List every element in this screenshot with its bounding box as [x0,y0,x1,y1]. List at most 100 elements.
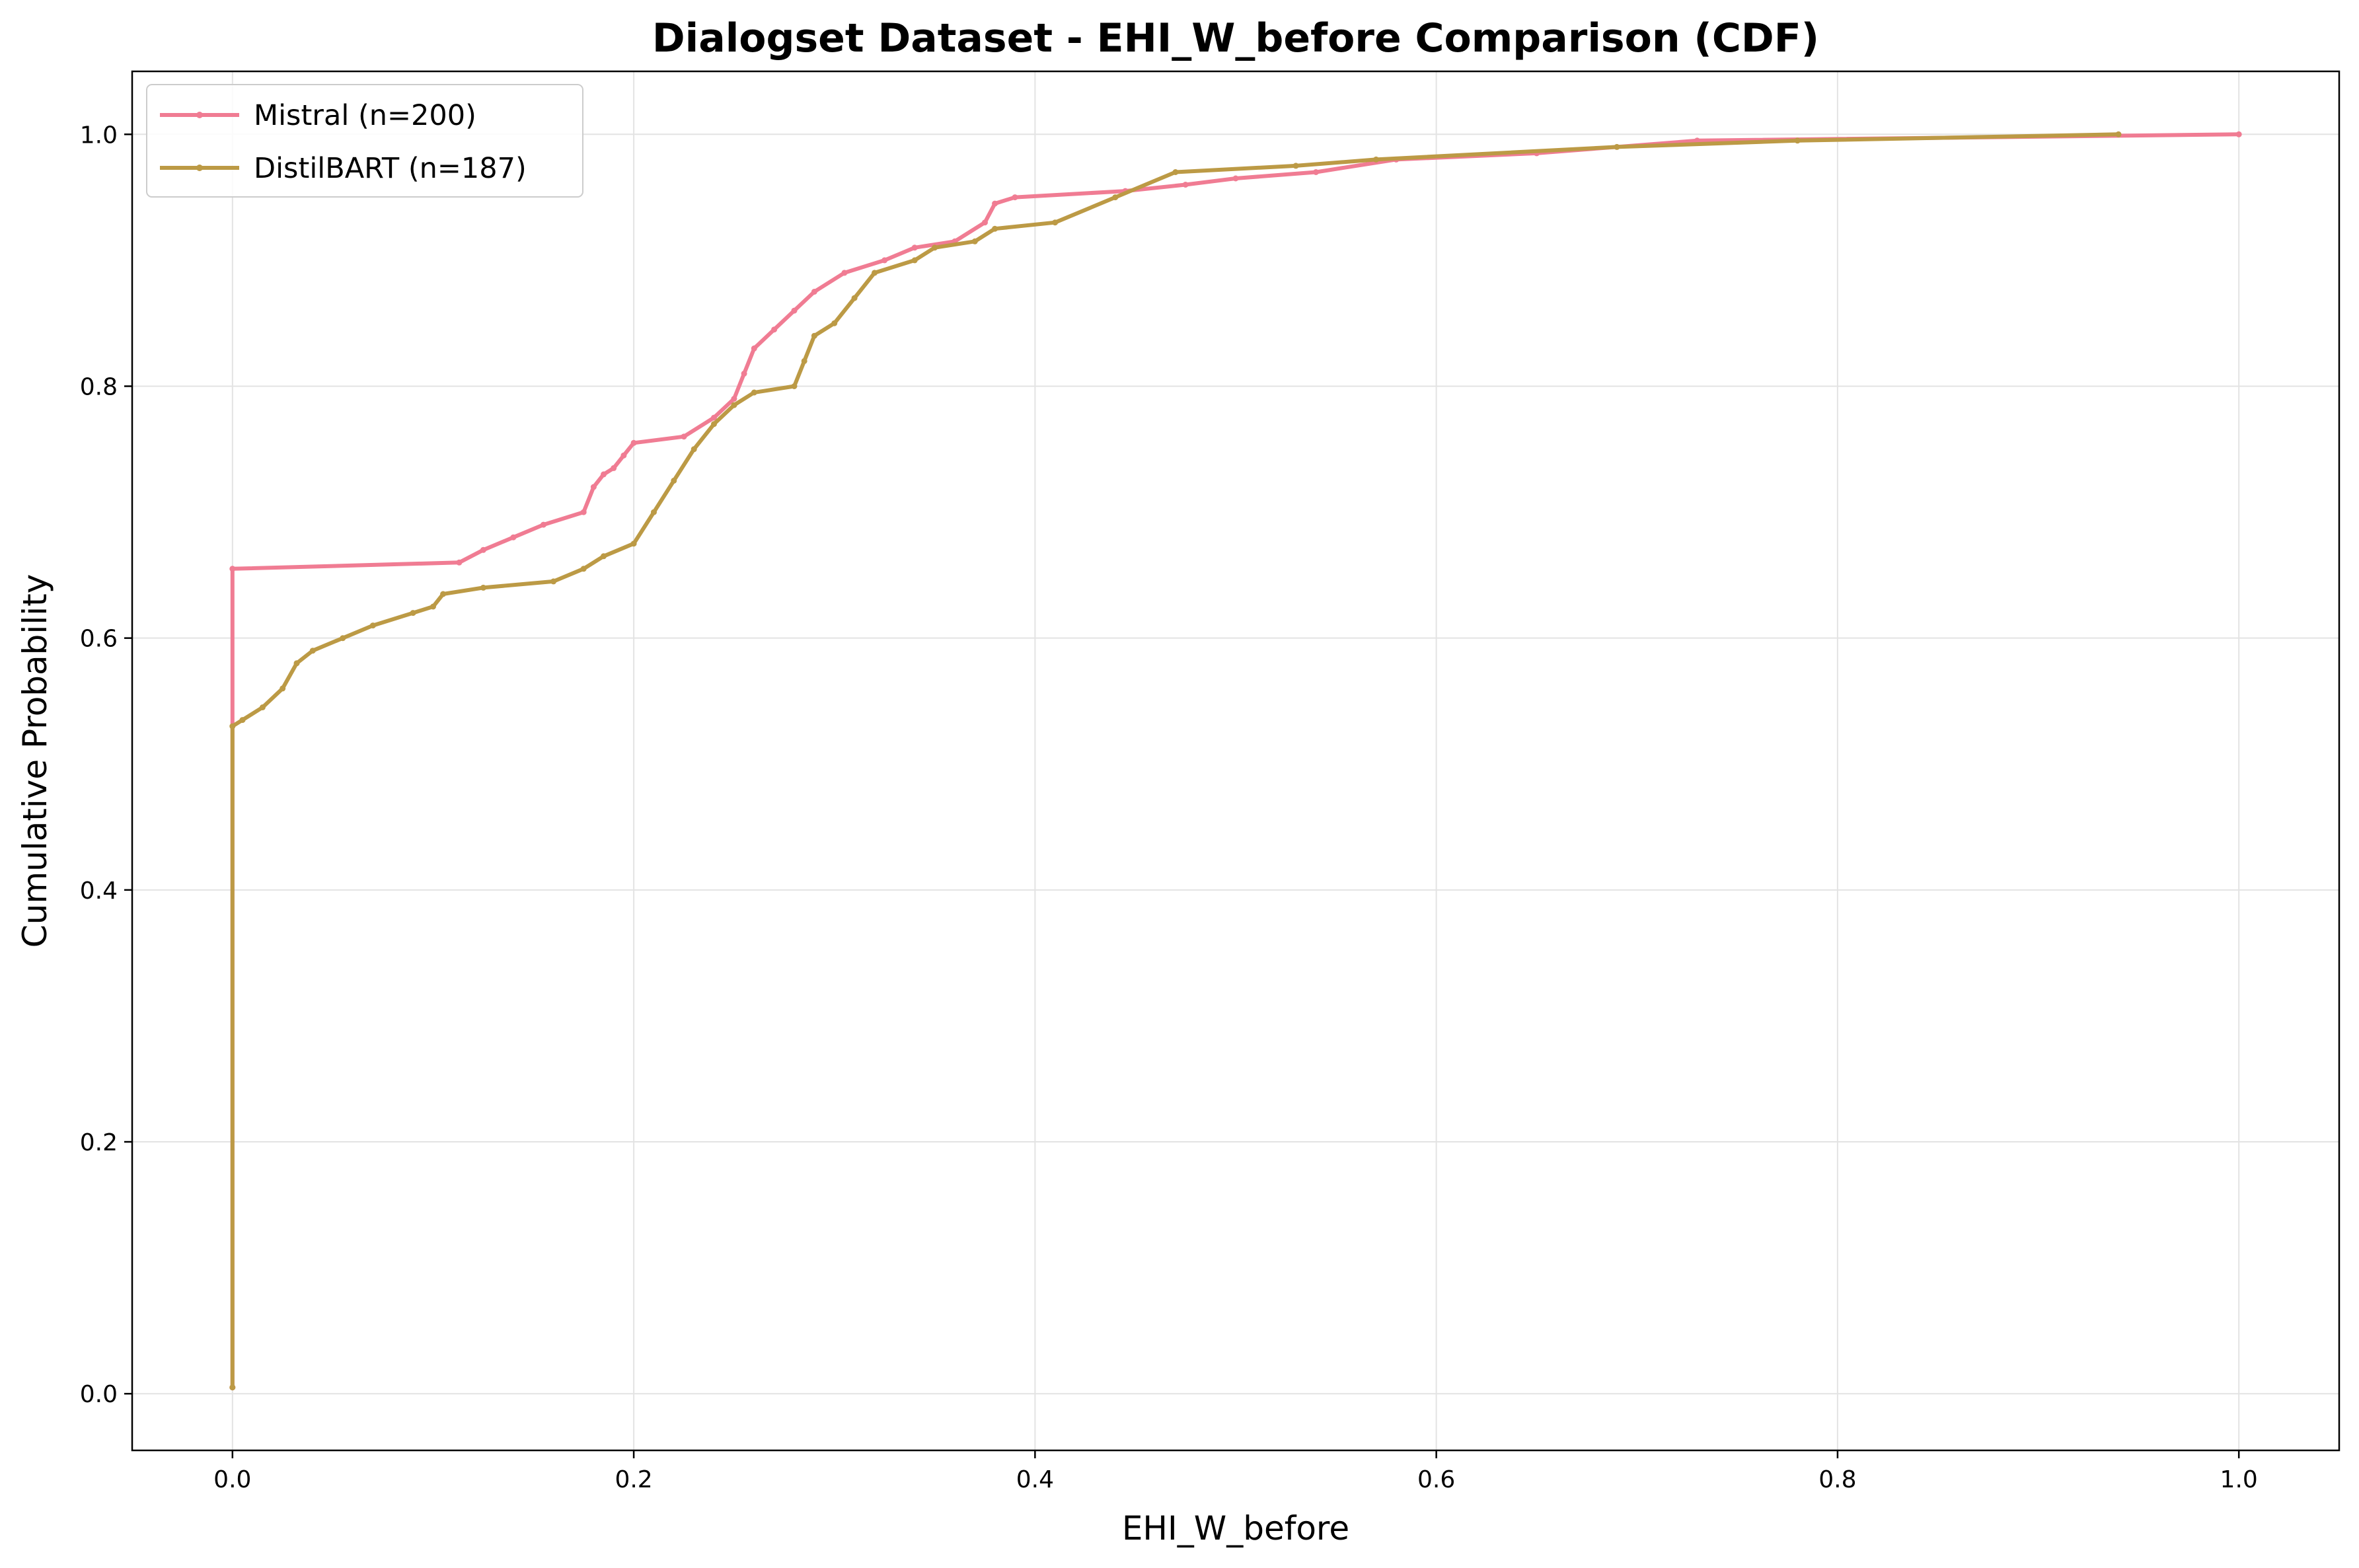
y-tick-label: 0.8 [80,373,118,400]
data-point [2235,131,2242,137]
data-point [731,396,737,402]
data-point [480,584,486,591]
y-tick-label: 0.2 [80,1129,118,1156]
series-line [230,132,2239,1388]
data-point [751,345,757,352]
x-tick-label: 1.0 [2220,1466,2258,1493]
data-point [601,471,607,478]
x-tick-label: 0.8 [1818,1466,1856,1493]
data-point [580,566,587,572]
legend-entry: Mistral (n=200) [254,99,476,132]
y-tick-label: 1.0 [80,122,118,149]
y-tick-label: 0.6 [80,626,118,653]
data-point [229,566,236,572]
data-point [681,433,687,440]
data-point [982,219,988,226]
data-point [992,225,998,232]
data-point [1232,175,1239,182]
plot-frame [131,70,2340,1452]
data-point [881,257,888,264]
data-point [611,465,617,471]
chart-title: Dialogset Dataset - EHI_W_before Compari… [652,15,1819,61]
x-tick-label: 0.6 [1417,1466,1455,1493]
x-tick-label: 0.2 [615,1466,652,1493]
x-tick-label: 0.4 [1016,1466,1054,1493]
data-point [229,1384,236,1391]
data-point [510,534,517,541]
data-point [971,238,978,244]
data-point [480,546,486,553]
data-point [1292,163,1299,169]
series-mistral [229,131,2242,1391]
data-point [801,357,807,364]
y-tick-label: 0.4 [80,877,118,905]
data-point [630,439,637,446]
data-point [293,660,300,667]
data-point [369,622,376,629]
legend-marker [196,112,203,118]
data-point [229,723,236,729]
data-point [671,477,677,484]
data-point [2115,131,2122,137]
data-point [911,244,918,251]
data-point [239,717,246,724]
data-point [259,704,266,710]
data-point [456,559,463,566]
x-axis-label: EHI_W_before [1122,1509,1349,1548]
data-point [1614,143,1620,150]
data-point [1182,182,1189,188]
data-point [831,320,838,326]
data-point [440,591,447,597]
data-point [1794,137,1801,144]
grid [132,71,2339,1450]
data-point [791,383,798,389]
series-distilbart [229,131,2122,1391]
data-point [811,332,817,339]
data-point [791,307,798,314]
legend-box [146,84,583,198]
data-point [771,326,778,333]
data-point [601,553,607,560]
data-point [932,244,938,251]
data-point [1313,169,1319,175]
data-point [1112,194,1119,201]
data-point [1012,194,1018,201]
data-point [751,389,757,396]
data-point [590,484,597,490]
data-point [992,200,998,207]
y-axis-label: Cumulative Probability [16,574,54,948]
data-point [1373,156,1379,163]
data-point [630,541,637,547]
data-point [651,509,657,515]
data-point [911,257,918,264]
y-tick-label: 0.0 [80,1381,118,1408]
data-point [1172,169,1179,175]
data-point [811,289,817,295]
series-line [230,132,2119,1388]
data-point [711,414,717,421]
data-point [841,270,848,276]
data-point [541,521,546,528]
x-tick-label: 0.0 [213,1466,251,1493]
data-point [741,370,747,377]
legend-entry: DistilBART (n=187) [254,152,527,185]
x-axis-ticks: 0.0 0.2 0.4 0.6 0.8 1.0 [213,1450,2258,1493]
data-point [691,446,697,453]
data-point [620,452,627,459]
data-point [872,270,878,276]
y-axis-ticks: 0.0 0.2 0.4 0.6 0.8 1.0 [80,122,132,1408]
data-point [309,648,316,654]
data-point [1052,219,1059,226]
data-point [1694,137,1700,144]
data-point [711,421,717,428]
legend-marker [196,165,203,171]
data-point [340,635,346,642]
data-point [851,295,858,301]
data-point [580,509,587,515]
series-layer [229,131,2242,1391]
legend: Mistral (n=200) DistilBART (n=187) [146,84,583,198]
data-point [280,685,286,692]
data-point [731,402,737,408]
data-point [550,578,557,585]
